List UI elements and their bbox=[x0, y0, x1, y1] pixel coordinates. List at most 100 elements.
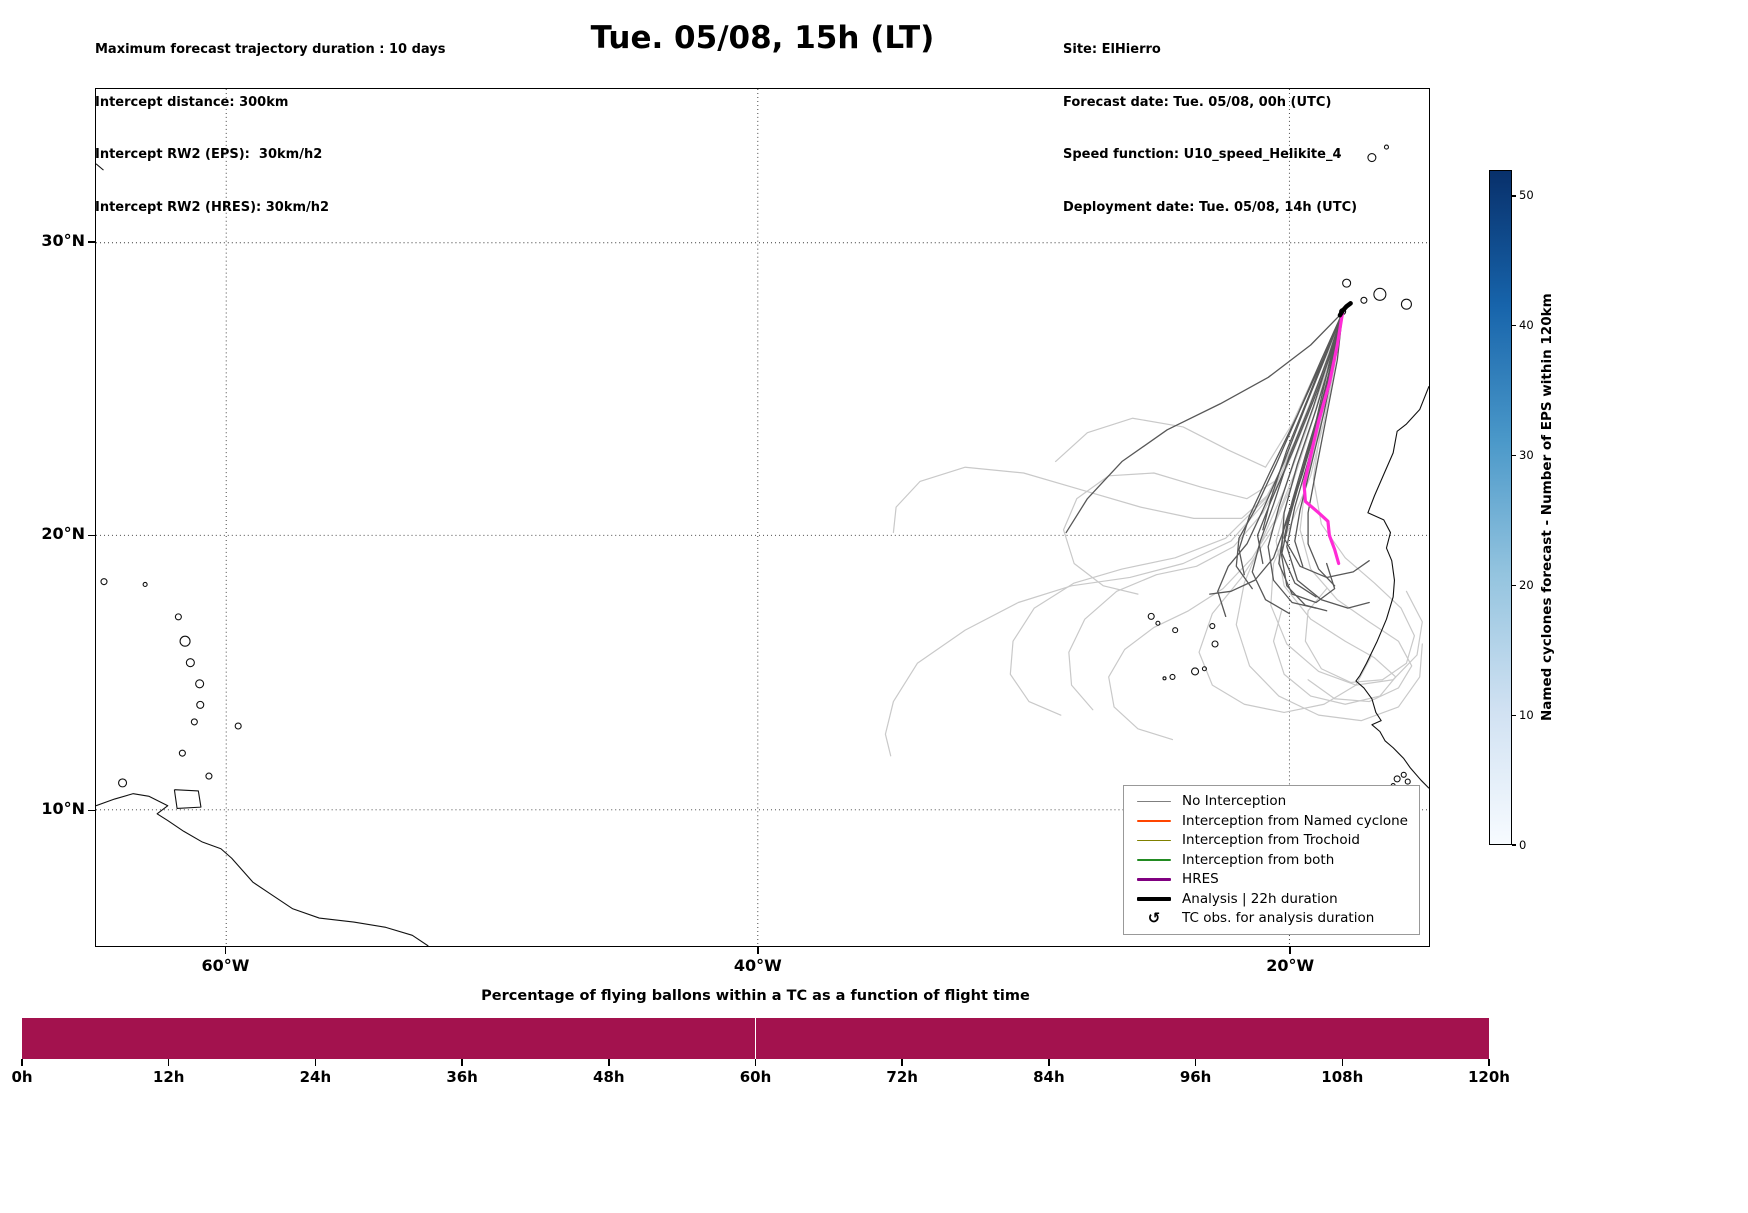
coastline-africa-west-coast bbox=[1355, 386, 1429, 789]
island-bijagos-3 bbox=[1404, 778, 1411, 785]
param-line-1: Maximum forecast trajectory duration : 1… bbox=[95, 42, 446, 57]
island-madeira bbox=[1367, 153, 1377, 163]
y-tick-mark bbox=[88, 809, 95, 812]
legend-line bbox=[1137, 820, 1172, 822]
eps-trajectory-dark bbox=[1209, 311, 1344, 595]
legend-label: Interception from Trochoid bbox=[1182, 832, 1360, 849]
eps-trajectory-light bbox=[1304, 311, 1416, 684]
x-tick-mark bbox=[1289, 947, 1291, 954]
legend-line bbox=[1137, 859, 1172, 861]
bottom-x-tick-label: 120h bbox=[1468, 1068, 1510, 1086]
eps-trajectory-dark bbox=[1251, 311, 1344, 615]
bottom-x-tick-mark bbox=[754, 1059, 757, 1066]
legend-line bbox=[1137, 897, 1172, 901]
eps-trajectory-dark bbox=[1238, 311, 1344, 576]
legend-line bbox=[1137, 839, 1172, 841]
legend-line-swatch bbox=[1135, 820, 1173, 822]
bottom-x-tick-label: 108h bbox=[1321, 1068, 1364, 1086]
coastline-bermuda bbox=[96, 163, 104, 171]
legend-line-swatch bbox=[1135, 877, 1173, 881]
eps-trajectory-dark bbox=[1307, 311, 1344, 587]
eps-trajectory-dark bbox=[1217, 311, 1344, 618]
island-la-gomera bbox=[1360, 296, 1368, 304]
eps-trajectory-light bbox=[1299, 311, 1413, 703]
legend-line-swatch bbox=[1135, 800, 1173, 802]
legend-label: HRES bbox=[1182, 871, 1219, 888]
island-tobago bbox=[205, 772, 213, 780]
island-porto-santo bbox=[1383, 144, 1390, 150]
eps-trajectory-dark bbox=[1280, 311, 1344, 598]
legend-item: ↺ TC obs. for analysis duration bbox=[1135, 909, 1408, 929]
legend-label: TC obs. for analysis duration bbox=[1182, 910, 1375, 927]
legend-label: Interception from Named cyclone bbox=[1182, 812, 1408, 829]
island-boa-vista bbox=[1211, 640, 1219, 648]
legend-line-swatch bbox=[1135, 897, 1173, 901]
bottom-x-tick-mark bbox=[461, 1059, 463, 1066]
island-santo-antao bbox=[1147, 612, 1155, 620]
island-maio bbox=[1201, 666, 1207, 672]
eps-trajectory-dark bbox=[1065, 311, 1344, 534]
y-tick-label: 30°N bbox=[41, 231, 85, 251]
island-grenada bbox=[178, 749, 186, 757]
colorbar-tick-mark bbox=[1512, 454, 1516, 457]
bottom-x-tick-label: 0h bbox=[11, 1068, 33, 1086]
legend-item: Interception from Trochoid bbox=[1135, 831, 1408, 851]
colorbar-tick-label: 50 bbox=[1519, 188, 1534, 203]
legend-line bbox=[1137, 800, 1172, 802]
tc-percentage-bar bbox=[462, 1018, 609, 1059]
eps-trajectory-dark bbox=[1256, 311, 1344, 565]
colorbar-tick-label: 10 bbox=[1519, 707, 1534, 722]
param-line-4: Intercept RW2 (HRES): 30km/h2 bbox=[95, 199, 330, 215]
island-dominica bbox=[185, 658, 195, 668]
bottom-x-tick-mark bbox=[1194, 1059, 1197, 1066]
eps-trajectory-light bbox=[1009, 311, 1344, 716]
bottom-x-tick-label: 96h bbox=[1179, 1068, 1212, 1086]
param-line-3: Intercept RW2 (EPS): 30km/h2 bbox=[95, 147, 323, 162]
tc-percentage-bar bbox=[22, 1018, 169, 1059]
site-line: Site: ElHierro bbox=[1063, 42, 1161, 57]
colorbar-tick-mark bbox=[1512, 325, 1516, 327]
x-tick-label: 20°W bbox=[1266, 956, 1315, 975]
bottom-x-tick-label: 24h bbox=[299, 1068, 332, 1086]
forecast-date-line: Forecast date: Tue. 05/08, 00h (UTC) bbox=[1063, 94, 1332, 110]
island-tenerife bbox=[1373, 287, 1387, 301]
tc-percentage-bar bbox=[1342, 1018, 1489, 1059]
coastline-south-america-north-coast bbox=[96, 793, 429, 946]
legend-label: Interception from both bbox=[1182, 851, 1335, 868]
island-sal bbox=[1209, 623, 1216, 630]
eps-trajectory-light bbox=[1068, 311, 1344, 711]
bottom-x-tick-label: 60h bbox=[739, 1068, 772, 1086]
colorbar-label: Named cyclones forecast - Number of EPS … bbox=[1539, 293, 1555, 722]
legend-line-swatch bbox=[1135, 859, 1173, 861]
counterclockwise-arrow-icon: ↺ bbox=[1147, 908, 1161, 927]
speed-function-line: Speed function: U10_speed_Helikite_4 bbox=[1063, 147, 1342, 162]
colorbar-tick-label: 40 bbox=[1519, 318, 1534, 333]
bottom-x-tick-label: 72h bbox=[886, 1068, 918, 1086]
eps-trajectory-light bbox=[884, 311, 1344, 757]
param-line-2: Intercept distance: 300km bbox=[95, 94, 289, 110]
forecast-info-block: Site: ElHierro Forecast date: Tue. 05/08… bbox=[1063, 6, 1357, 251]
bottom-x-tick-mark bbox=[901, 1059, 903, 1066]
bottom-x-tick-label: 84h bbox=[1033, 1068, 1065, 1086]
island-brava bbox=[1162, 676, 1167, 681]
tc-percentage-bar bbox=[608, 1018, 756, 1059]
analysis-track bbox=[1337, 301, 1353, 318]
eps-trajectory-light bbox=[1235, 311, 1423, 722]
island-guadeloupe bbox=[179, 635, 191, 647]
legend-item: Interception from Named cyclone bbox=[1135, 811, 1408, 831]
coastline-trinidad bbox=[173, 789, 202, 809]
bottom-x-tick-label: 36h bbox=[446, 1068, 478, 1086]
bottom-x-tick-mark bbox=[608, 1059, 610, 1066]
colorbar-tick-label: 0 bbox=[1519, 837, 1527, 852]
tc-percentage-bar bbox=[168, 1018, 316, 1059]
island-la-palma bbox=[1342, 278, 1352, 288]
island-gran-canaria bbox=[1400, 298, 1412, 310]
island-st-lucia bbox=[196, 700, 205, 709]
island-sao-nicolau bbox=[1172, 627, 1179, 634]
deployment-date-line: Deployment date: Tue. 05/08, 14h (UTC) bbox=[1063, 199, 1358, 215]
legend-item: No Interception bbox=[1135, 792, 1408, 812]
run-parameters-block: Maximum forecast trajectory duration : 1… bbox=[95, 6, 446, 251]
island-anguilla bbox=[142, 581, 148, 587]
tc-percentage-bar bbox=[755, 1018, 903, 1059]
